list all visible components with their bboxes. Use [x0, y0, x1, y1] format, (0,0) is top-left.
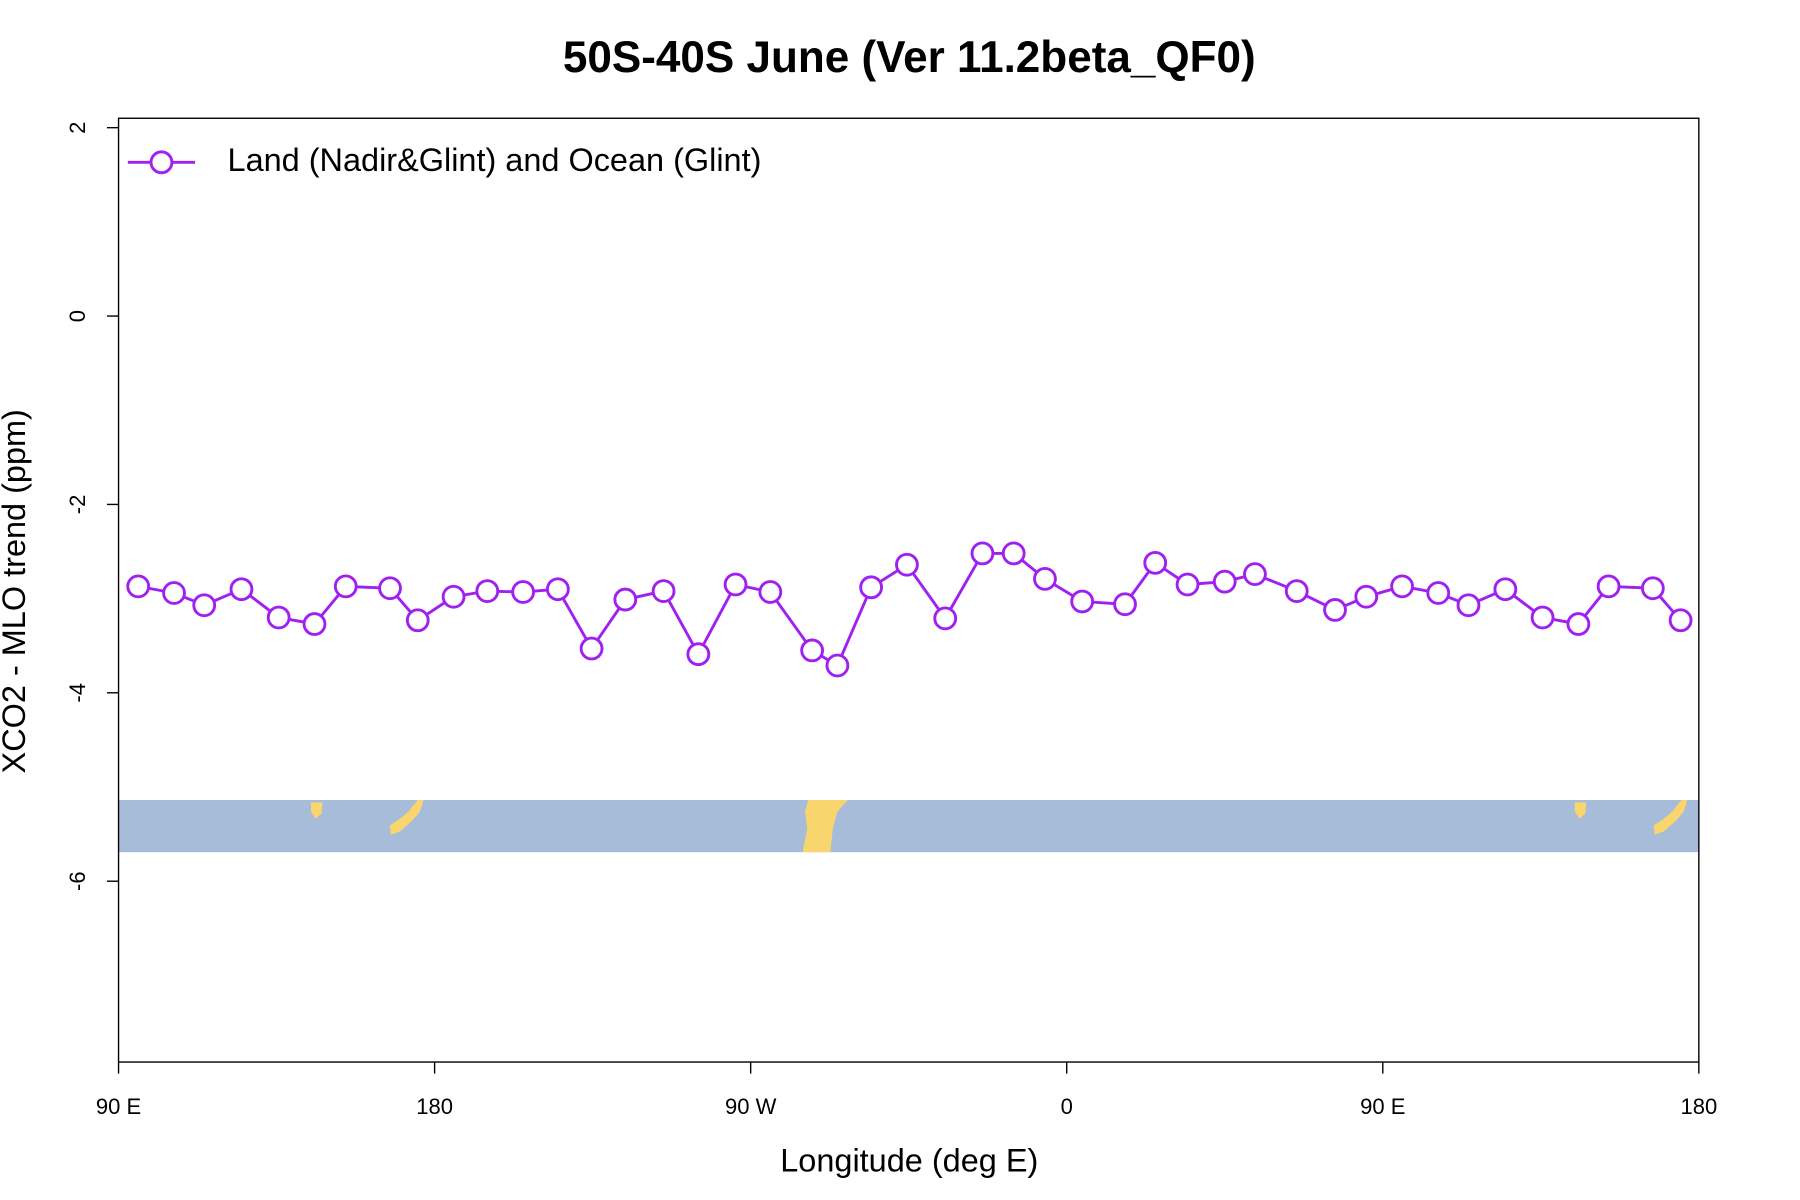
data-point	[1640, 576, 1665, 601]
data-point	[1001, 541, 1026, 566]
data-point	[825, 653, 850, 678]
data-point	[1323, 598, 1347, 622]
data-point	[1070, 589, 1095, 614]
data-point	[192, 593, 217, 618]
data-point	[545, 577, 570, 602]
data-point	[1284, 579, 1309, 603]
data-point	[1212, 569, 1237, 594]
data-point	[613, 587, 638, 612]
data-point	[933, 606, 958, 631]
data-point	[162, 581, 186, 605]
data-point	[1033, 566, 1057, 591]
x-tick-label: 0	[1061, 1094, 1073, 1119]
y-axis-label: XCO2 - MLO trend (ppm)	[0, 409, 32, 773]
data-point	[1668, 608, 1693, 633]
data-point	[800, 638, 825, 663]
legend-label: Land (Nadir&Glint) and Ocean (Glint)	[228, 142, 762, 178]
data-point	[1113, 592, 1137, 617]
y-tick-label: -6	[65, 871, 90, 891]
data-point	[378, 576, 402, 601]
data-point	[579, 636, 604, 661]
y-tick-label: 2	[65, 122, 90, 134]
data-point	[302, 612, 327, 636]
data-point	[1354, 584, 1379, 609]
data-point	[441, 584, 466, 609]
legend-marker	[149, 150, 174, 175]
data-point	[1456, 593, 1481, 618]
data-point	[1426, 581, 1451, 605]
data-point	[333, 574, 358, 599]
data-point	[651, 579, 676, 603]
data-point	[723, 572, 748, 597]
plot-frame	[117, 117, 1700, 1063]
data-point	[970, 541, 995, 566]
data-point	[1566, 612, 1591, 636]
x-tick-label: 90 E	[1360, 1094, 1405, 1119]
y-tick-label: -2	[65, 495, 90, 515]
data-point	[126, 574, 151, 599]
data-point	[1530, 605, 1555, 630]
data-point	[686, 642, 711, 667]
x-tick-label: 90 W	[725, 1094, 777, 1119]
data-point	[1493, 577, 1518, 602]
map-strip	[118, 800, 1699, 853]
x-tick-label: 180	[416, 1094, 453, 1119]
data-point	[859, 575, 884, 600]
data-point	[1143, 550, 1168, 575]
data-point	[758, 580, 783, 604]
x-tick-label: 180	[1680, 1094, 1717, 1119]
data-point	[511, 580, 535, 604]
data-point	[475, 579, 500, 603]
x-tick-label: 90 E	[96, 1094, 141, 1119]
data-point	[1175, 572, 1200, 597]
y-tick-label: -4	[65, 683, 90, 703]
data-point	[895, 552, 919, 577]
data-point	[1596, 574, 1621, 599]
y-tick-label: 0	[65, 310, 90, 322]
chart-title: 50S-40S June (Ver 11.2beta_QF0)	[563, 33, 1256, 82]
data-point	[1390, 574, 1414, 599]
x-axis-label: Longitude (deg E)	[780, 1142, 1038, 1178]
data-point	[1243, 562, 1267, 587]
data-point	[405, 608, 430, 633]
data-point	[266, 605, 291, 630]
data-point	[229, 577, 254, 602]
